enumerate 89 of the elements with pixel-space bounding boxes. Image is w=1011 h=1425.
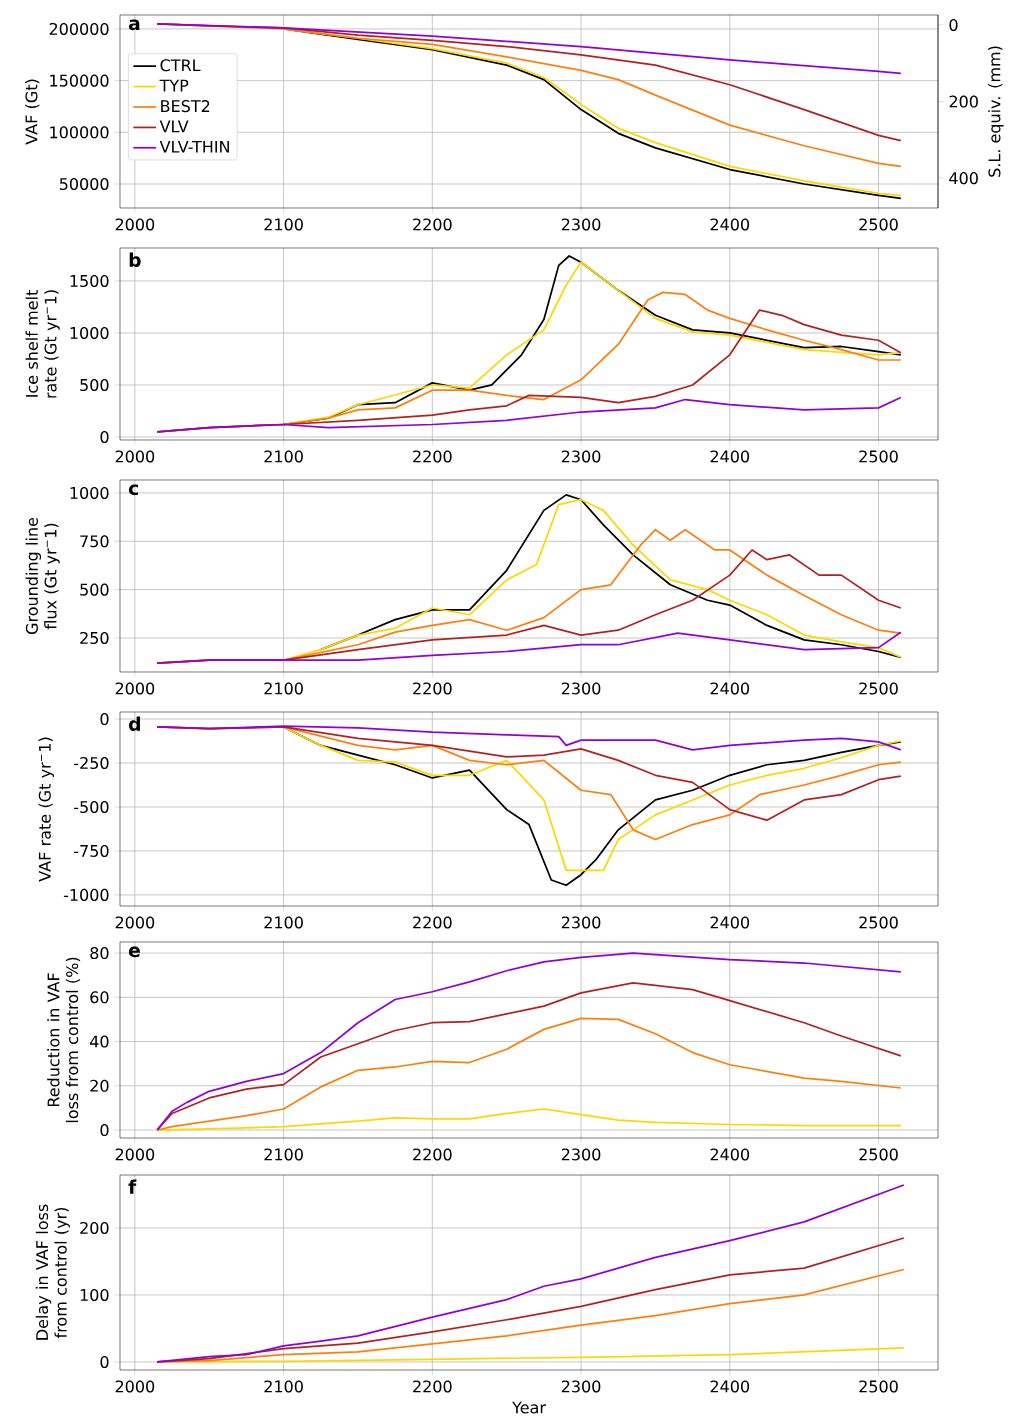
y-tick-label: 80 [90, 947, 109, 960]
line-series [156, 725, 902, 751]
x-tick-label: 2300 [561, 218, 601, 231]
y-axis-title: VAF rate (Gt yr$^{−}$1) [38, 737, 54, 882]
x-tick-label: 2500 [859, 682, 898, 695]
y-tick-label: 200 [80, 1221, 109, 1234]
y-tick-label: -750 [74, 844, 109, 857]
legend-label: TYP [159, 79, 189, 92]
y2-axis-title: S.L. equiv. (mm) [988, 46, 1004, 177]
x-tick-label: 2000 [115, 450, 155, 463]
line-series [156, 1017, 902, 1131]
y-axis-title: Delay in VAF loss from control (yr) [35, 1204, 70, 1340]
legend-label: VLV [159, 120, 189, 133]
x-tick-label: 2500 [859, 218, 898, 231]
y-tick-label: 200000 [49, 22, 109, 35]
x-tick-label: 2300 [561, 916, 601, 929]
y-tick-label: 0 [100, 430, 109, 444]
y-tick-label: 50000 [59, 177, 109, 191]
y-tick-label: 100 [80, 1288, 109, 1301]
line-series [156, 1184, 905, 1363]
x-tick-label: 2000 [115, 1148, 155, 1161]
annotation: c [128, 484, 138, 496]
x-tick-label: 2400 [710, 916, 750, 929]
x-tick-label: 2500 [859, 1148, 898, 1161]
legend-label: VLV-THIN [159, 140, 229, 153]
line-series [156, 952, 902, 1131]
x-tick-label: 2100 [264, 218, 303, 231]
x-tick-label: 2400 [710, 1148, 750, 1161]
y-tick-label: 0 [100, 712, 109, 726]
x-tick-label: 2300 [561, 682, 601, 695]
x-tick-label: 2500 [859, 1380, 898, 1393]
y-tick-label: 0 [100, 1355, 109, 1369]
annotation: b [129, 252, 141, 267]
y-tick-label: 20 [90, 1079, 109, 1092]
y-tick-label: -250 [74, 756, 109, 770]
annotation: a [128, 19, 140, 31]
y-tick-label: 0 [100, 1123, 109, 1137]
x-tick-label: 2200 [413, 450, 452, 463]
x-tick-label: 2100 [264, 1148, 303, 1161]
line-series [156, 1108, 902, 1131]
y-tick-label: -500 [74, 800, 109, 814]
x-tick-label: 2200 [413, 1148, 452, 1161]
x-tick-label: 2100 [264, 450, 303, 463]
x-tick-label: 2000 [115, 916, 155, 929]
y2-tick-label: 0 [949, 18, 958, 31]
x-tick-label: 2200 [413, 916, 452, 929]
y-axis-title: VAF (Gt) [25, 79, 40, 145]
x-tick-label: 2400 [710, 450, 750, 463]
x-tick-label: 2200 [413, 218, 452, 231]
y-tick-label: 500 [80, 583, 109, 596]
y-tick-label: 40 [90, 1035, 109, 1048]
line-series [156, 396, 902, 433]
x-tick-label: 2300 [561, 450, 601, 463]
y-tick-label: 250 [80, 631, 109, 645]
annotation: e [128, 946, 140, 958]
x-tick-label: 2000 [115, 218, 155, 231]
y-tick-label: 750 [80, 535, 109, 548]
y-tick-label: 500 [80, 378, 109, 392]
y-axis-title: Reduction in VAF loss from control (%) [47, 957, 81, 1123]
line-series [156, 22, 902, 75]
annotation: d [128, 716, 140, 731]
x-tick-label: 2000 [115, 1380, 155, 1393]
y-tick-label: 1500 [70, 274, 109, 288]
x-tick-label: 2300 [561, 1148, 601, 1161]
y2-tick-label: 400 [949, 172, 978, 185]
x-tick-label: 2500 [859, 450, 898, 463]
y-tick-label: 100000 [50, 126, 109, 139]
x-tick-label: 2400 [710, 682, 750, 695]
x-tick-label: 2200 [413, 1380, 452, 1393]
y-tick-label: 150000 [50, 74, 109, 87]
line-series [156, 982, 902, 1131]
legend-label: CTRL [160, 59, 201, 72]
y-tick-label: 60 [90, 991, 109, 1004]
x-tick-label: 2100 [264, 1380, 303, 1393]
x-tick-label: 2500 [859, 916, 898, 929]
y-tick-label: 1000 [70, 486, 109, 499]
y2-tick-label: 200 [949, 95, 978, 108]
x-tick-label: 2100 [264, 682, 303, 695]
x-tick-label: 2000 [115, 682, 155, 695]
x-tick-label: 2100 [264, 916, 303, 929]
annotation: f [128, 1179, 137, 1194]
y-tick-label: 1000 [70, 326, 109, 340]
x-axis-title: Year [512, 1401, 546, 1414]
x-tick-label: 2400 [710, 218, 750, 231]
x-tick-label: 2400 [710, 1380, 750, 1393]
x-tick-label: 2200 [413, 682, 452, 695]
x-tick-label: 2300 [561, 1380, 601, 1393]
y-tick-label: -1000 [63, 888, 109, 901]
legend-label: BEST2 [161, 100, 210, 113]
